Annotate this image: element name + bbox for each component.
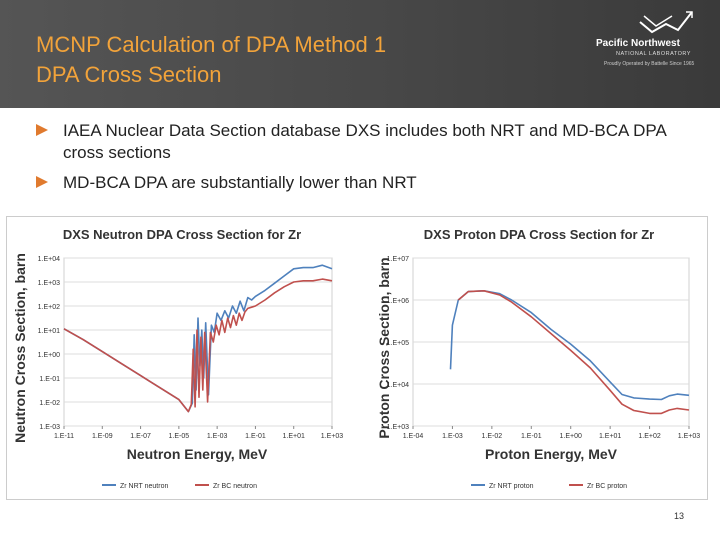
legend-label: Zr NRT proton [489,483,534,490]
bullet-item: MD-BCA DPA are substantially lower than … [36,172,696,194]
series-line-nrt [449,290,690,401]
chart-title: DXS Neutron DPA Cross Section for Zr [63,227,301,242]
x-tick-label: 1.E-04 [403,433,424,440]
x-tick-label: 1.E-03 [207,433,228,440]
slide-header: MCNP Calculation of DPA Method 1 DPA Cro… [0,0,720,108]
pnnl-logo: Pacific Northwest NATIONAL LABORATORY Pr… [592,8,714,72]
y-tick-label: 1.E+02 [38,304,60,311]
slide-title: MCNP Calculation of DPA Method 1 DPA Cro… [36,30,386,90]
y-tick-label: 1.E+03 [387,424,409,431]
legend-label: Zr NRT neutron [120,483,168,490]
title-line-1: MCNP Calculation of DPA Method 1 [36,32,387,57]
x-tick-label: 1.E+03 [321,433,343,440]
y-tick-label: 1.E+05 [387,340,409,347]
y-tick-label: 1.E+00 [38,352,60,359]
legend-label: Zr BC neutron [213,483,257,490]
bullet-text: MD-BCA DPA are substantially lower than … [63,173,417,192]
x-tick-label: 1.E-03 [442,433,463,440]
neutron-chart: DXS Neutron DPA Cross Section for Zr 1.E-… [12,227,343,490]
page-number: 13 [674,511,685,521]
bullet-arrow-icon [36,176,48,188]
y-tick-label: 1.E+06 [387,298,409,305]
x-tick-label: 1.E-11 [54,433,74,440]
bullet-list: IAEA Nuclear Data Section database DXS i… [36,120,696,202]
bullet-arrow-icon [36,124,48,136]
x-tick-label: 1.E+00 [560,433,582,440]
y-tick-label: 1.E-03 [39,424,60,431]
x-tick-label: 1.E-05 [169,433,190,440]
bullet-text: IAEA Nuclear Data Section database DXS i… [63,121,666,162]
x-tick-label: 1.E-01 [245,433,266,440]
x-tick-label: 1.E-01 [521,433,542,440]
bullet-item: IAEA Nuclear Data Section database DXS i… [36,120,696,164]
x-tick-label: 1.E-07 [130,433,151,440]
y-tick-label: 1.E+01 [38,328,60,335]
y-tick-label: 1.E+04 [387,382,409,389]
logo-subtitle: NATIONAL LABORATORY [616,51,691,57]
x-tick-label: 1.E+01 [283,433,305,440]
y-tick-label: 1.E-02 [39,400,60,407]
y-tick-label: 1.E-01 [39,376,60,383]
logo-name: Pacific Northwest [596,38,680,49]
y-tick-label: 1.E+07 [387,256,409,263]
chart-title: DXS Proton DPA Cross Section for Zr [424,227,654,242]
y-axis-label: Neutron Cross Section, barn [12,253,28,443]
x-tick-label: 1.E-02 [482,433,503,440]
y-tick-label: 1.E+03 [38,280,60,287]
x-tick-label: 1.E+01 [599,433,621,440]
x-tick-label: 1.E+02 [638,433,660,440]
y-tick-label: 1.E+04 [38,256,60,263]
x-tick-label: 1.E-09 [92,433,113,440]
series-line-bc [457,290,690,415]
x-tick-label: 1.E+03 [678,433,700,440]
x-axis-label: Proton Energy, MeV [485,446,618,462]
title-line-2: DPA Cross Section [36,62,222,87]
logo-tagline: Proudly Operated by Battelle Since 1965 [604,61,695,67]
charts-panel: DXS Neutron DPA Cross Section for Zr 1.E-… [6,216,708,500]
series-line-bc [63,278,333,413]
x-axis-label: Neutron Energy, MeV [127,446,268,462]
lab-emblem-icon [639,11,693,34]
proton-chart: DXS Proton DPA Cross Section for Zr 1.E+0… [376,227,700,490]
y-axis-label: Proton Cross Section, barn [376,257,392,438]
legend-label: Zr BC proton [587,483,627,490]
